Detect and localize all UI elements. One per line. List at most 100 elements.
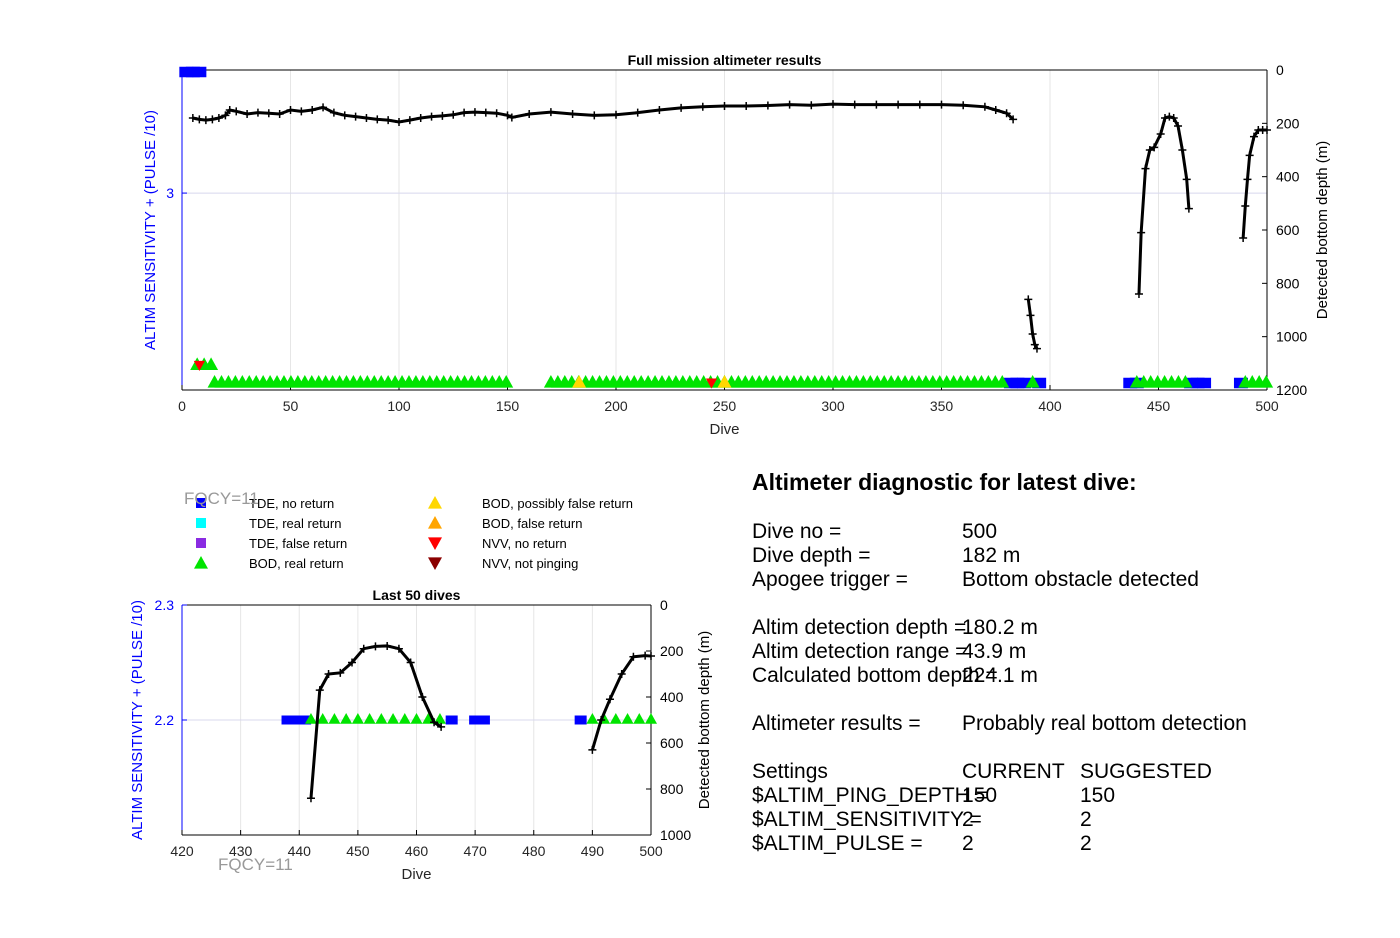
det-depth-label: Altim detection depth = [752,616,967,639]
marker-triangle-up [633,713,646,724]
depth-point [525,110,534,118]
marker-square [1032,377,1047,389]
x-tick-label: 300 [821,398,845,414]
dive-depth-label: Dive depth = [752,544,871,567]
pulse-current: 2 [962,832,974,855]
y-tick-label: 2.2 [155,712,175,728]
y2-axis-label: Detected bottom depth (m) [1314,141,1331,319]
marker-triangle-up [609,713,622,724]
apogee-value: Bottom obstacle detected [962,568,1199,591]
x-tick-label: 350 [930,398,954,414]
depth-point [1134,290,1143,298]
depth-point [351,112,360,121]
x-tick-label: 440 [288,843,312,859]
marker-triangle-up [621,713,634,724]
depth-point [438,111,447,120]
depth-point [319,103,328,112]
marker-triangle-up [433,713,446,724]
y-tick-label: 3 [166,185,174,201]
y2-tick-label: 400 [660,689,684,705]
depth-point [430,718,439,727]
depth-point [359,644,368,653]
x-tick-label: 480 [522,843,546,859]
depth-point [406,658,415,667]
y2-tick-label: 400 [1276,169,1300,185]
y-axis-label: ALTIM SENSITIVITY + (PULSE /10) [129,600,146,840]
ping-depth-label: $ALTIM_PING_DEPTH = [752,784,988,807]
diagnostic-title: Altimeter diagnostic for latest dive: [752,469,1137,495]
depth-point [1150,143,1159,152]
depth-point [568,110,577,118]
results-label: Altimeter results = [752,712,921,735]
depth-line [590,654,652,751]
legend-label: TDE, false return [249,536,347,551]
depth-point [1245,151,1254,160]
x-tick-label: 400 [1038,398,1062,414]
x-tick-label: 200 [604,398,628,414]
depth-point [243,110,252,118]
x-tick-label: 50 [283,398,299,414]
marker-square [477,715,490,725]
depth-point [546,108,555,117]
legend-marker-triangle-up [194,556,208,569]
depth-point [698,102,707,111]
depth-point [492,109,501,118]
suggested-header: SUGGESTED [1080,760,1212,783]
marker-triangle-up [645,713,657,724]
pulse-suggested: 2 [1080,832,1092,855]
depth-point [1239,234,1248,242]
calc-depth-label: Calculated bottom depth = [752,664,998,687]
ping-depth-current: 150 [962,784,998,807]
depth-point [481,108,490,117]
marker-square [445,715,458,725]
marker-triangle-up [410,713,423,724]
sensitivity-current: 2 [962,808,974,831]
depth-point [742,102,751,110]
x-tick-label: 500 [1255,398,1279,414]
depth-point [1009,115,1018,124]
dive-depth-value: 182 m [962,544,1021,567]
depth-point [980,102,989,111]
y2-tick-label: 1200 [1276,382,1307,398]
depth-point [275,110,284,118]
depth-point [1263,126,1271,134]
depth-point [232,107,241,116]
marker-triangle-up [1259,375,1274,388]
marker-square [281,715,294,725]
marker-triangle-up [387,713,400,724]
depth-point [286,106,295,114]
depth-point [617,670,626,678]
depth-point [1141,164,1150,173]
legend-marker-triangle-down [428,557,442,570]
depth-line [1137,115,1191,295]
depth-point [1182,175,1191,184]
depth-point [647,652,655,661]
marker-square [469,715,482,725]
calc-depth-value: 224.1 m [962,664,1038,687]
det-depth-value: 180.2 m [962,616,1038,639]
marker-triangle-up [351,713,364,724]
apogee-label: Apogee trigger = [752,568,908,591]
depth-point [763,101,772,110]
det-range-value: 43.9 m [962,640,1027,663]
depth-point [915,100,924,109]
marker-triangle-up [499,375,514,388]
depth-point [336,668,345,677]
depth-point [1156,130,1165,138]
y-axis-label: ALTIM SENSITIVITY + (PULSE /10) [142,110,159,350]
depth-point [1028,330,1037,338]
legend-marker-triangle-down [428,537,442,550]
depth-point [1178,146,1187,154]
det-range-label: Altim detection range = [752,640,968,663]
depth-point [383,641,392,650]
full-mission-chart: 0 50 100 150 200 250 300 350 400 450 500 3 0 200 400 60… [142,52,1331,438]
depth-line [1026,299,1039,350]
depth-point [677,103,686,112]
x-axis-label: Dive [709,421,739,438]
depth-point [362,114,371,122]
depth-point [629,652,638,661]
x-tick-label: 0 [178,398,186,414]
marker-triangle-up [398,713,411,724]
depth-point [373,115,382,124]
marker-triangle-up [204,357,219,370]
